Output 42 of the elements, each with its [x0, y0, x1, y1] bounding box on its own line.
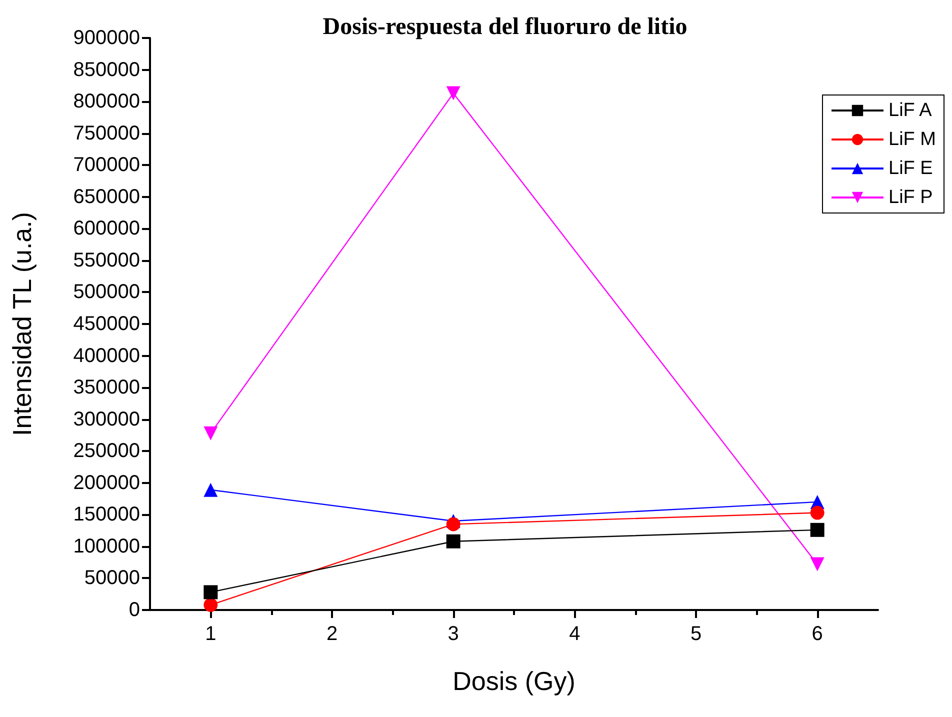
point	[204, 426, 218, 440]
point	[810, 522, 824, 537]
x-tick-label: 5	[690, 623, 702, 645]
legend-label: LiF M	[888, 129, 936, 150]
y-tick-label: 350000	[73, 376, 140, 399]
y-tick-label: 100000	[73, 535, 140, 558]
y-tick-label: 200000	[73, 472, 140, 494]
point	[810, 506, 824, 520]
y-tick-label: 650000	[73, 186, 140, 208]
y-tick-label: 450000	[73, 313, 140, 335]
y-tick-label: 500000	[73, 281, 140, 304]
x-tick-label: 2	[326, 623, 338, 645]
y-tick-label: 550000	[73, 249, 140, 272]
y-tick-label: 850000	[73, 58, 140, 81]
x-tick-label: 4	[569, 623, 580, 645]
y-tick-label: 800000	[73, 90, 140, 113]
legend-label: LiF P	[888, 187, 933, 208]
y-tick-label: 700000	[73, 154, 140, 176]
y-axis-title: Intensidad TL (u.a.)	[7, 212, 37, 436]
y-tick-label: 250000	[73, 440, 140, 462]
y-tick-label: 600000	[73, 218, 140, 240]
chart-title: Dosis-respuesta del fluoruro de litio	[322, 14, 688, 40]
x-axis-title: Dosis (Gy)	[452, 666, 576, 696]
point	[204, 482, 218, 497]
y-tick-label: 900000	[73, 27, 140, 49]
y-tick-label: 400000	[73, 344, 140, 367]
x-tick-label: 6	[812, 623, 823, 645]
point	[446, 517, 460, 532]
point	[810, 557, 824, 572]
legend-label: LiF A	[888, 100, 932, 121]
x-tick-label: 3	[448, 623, 459, 645]
point	[204, 585, 218, 600]
y-tick-label: 750000	[73, 122, 140, 144]
legend-label: LiF E	[888, 158, 933, 179]
y-tick-label: 150000	[73, 504, 140, 526]
point	[446, 86, 460, 100]
y-tick-label: 300000	[73, 408, 140, 430]
x-tick-label: 1	[205, 623, 216, 645]
y-tick-label: 50000	[84, 567, 140, 590]
y-tick-label: 0	[128, 599, 140, 621]
point	[446, 534, 460, 548]
point	[204, 598, 218, 612]
